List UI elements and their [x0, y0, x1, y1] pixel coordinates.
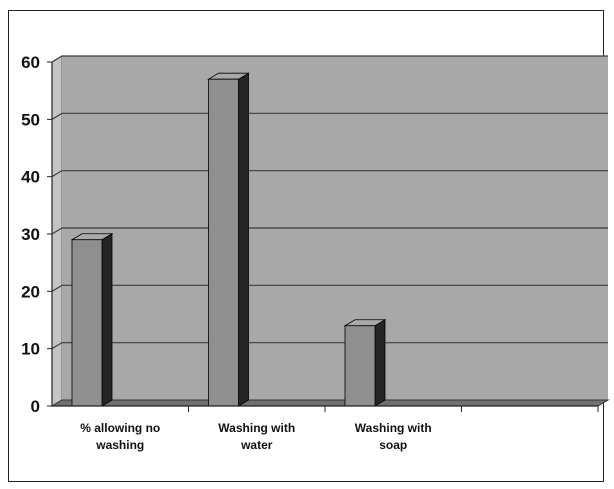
x-tick-label-1-line-1: % allowing no	[80, 421, 160, 435]
y-axis-ticks: 0 10 20 30 40 50 60	[21, 53, 52, 416]
bar-front-1	[71, 239, 103, 407]
y-tick-label-40: 40	[21, 168, 40, 187]
gridline-20	[51, 284, 608, 292]
gridline-30	[51, 227, 608, 235]
bar-front-3	[344, 325, 376, 407]
bar-2	[207, 72, 250, 407]
bar-side-3	[374, 319, 386, 407]
x-tick-label-2-line-1: Washing with	[218, 421, 295, 435]
bar-side-1	[101, 233, 113, 407]
x-tick-label-2-line-2: water	[240, 438, 273, 452]
bar-3	[343, 319, 387, 407]
gridlines	[51, 55, 608, 350]
gridline-60	[51, 55, 608, 63]
y-tick-label-10: 10	[21, 340, 40, 359]
y-tick-label-30: 30	[21, 225, 40, 244]
y-tick-label-0: 0	[31, 397, 40, 416]
bar-side-2	[238, 72, 249, 407]
gridline-50	[51, 112, 608, 120]
y-tick-label-50: 50	[21, 110, 40, 129]
gridline-10	[51, 342, 608, 350]
bar-front-2	[208, 78, 239, 407]
x-tick-label-3-line-1: Washing with	[355, 421, 432, 435]
bars	[70, 72, 387, 407]
bar-1	[70, 233, 114, 407]
chart-floor	[50, 399, 610, 407]
y-tick-label-20: 20	[21, 282, 40, 301]
x-tick-label-3-line-2: soap	[379, 438, 407, 452]
gridline-40	[51, 170, 608, 178]
x-tick-label-1-line-2: washing	[95, 438, 144, 452]
x-axis-labels: % allowing no washing Washing with water Was…	[52, 405, 599, 452]
y-tick-label-60: 60	[21, 53, 40, 72]
